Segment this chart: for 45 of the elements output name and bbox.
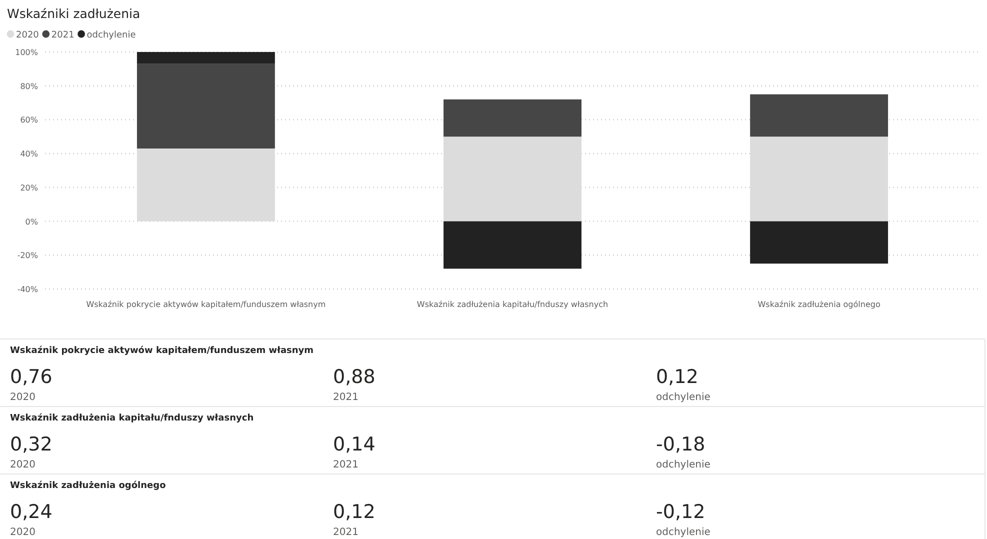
bar — [750, 136, 888, 222]
text: 0,76 — [10, 366, 52, 388]
bar — [444, 99, 582, 137]
chart-title: Wskaźniki zadłużenia — [7, 6, 140, 21]
bar — [750, 221, 888, 264]
y-tick-label: 0% — [25, 217, 38, 226]
bar — [136, 148, 275, 222]
y-tick-label: 60% — [20, 116, 38, 125]
text: 0,12 — [656, 366, 698, 388]
text: 2021 — [333, 527, 358, 538]
bar — [444, 221, 582, 269]
text: 0,12 — [333, 501, 376, 523]
text: Wskaźnik zadłużenia kapitału/fnduszy własnych — [10, 412, 254, 424]
text: 2020 — [10, 392, 36, 403]
bar — [750, 94, 888, 137]
x-tick-label: Wskaźnik zadłużenia kapitału/fnduszy własnych — [416, 300, 608, 309]
text: 0,24 — [10, 501, 52, 523]
text: 0,88 — [333, 366, 376, 388]
y-tick-label: 40% — [20, 150, 38, 159]
y-tick-label: 100% — [15, 48, 38, 57]
text: -0,12 — [656, 501, 706, 523]
y-tick-label: -20% — [17, 251, 38, 260]
text: odchylenie — [656, 527, 710, 538]
x-tick-label: Wskaźnik zadłużenia ogólnego — [758, 300, 880, 309]
bar — [444, 136, 582, 222]
legend-label: 2020 — [16, 30, 40, 40]
text: odchylenie — [656, 392, 710, 403]
text: -0,18 — [656, 434, 706, 456]
text: 2021 — [333, 392, 358, 403]
text: 2020 — [10, 460, 36, 470]
text: 2020 — [10, 527, 36, 538]
legend-label: 2021 — [51, 30, 74, 40]
legend-label: odchylenie — [86, 30, 136, 40]
y-tick-label: 20% — [20, 183, 38, 192]
text: odchylenie — [656, 460, 710, 470]
x-tick-label: Wskaźnik pokrycie aktywów kapitałem/funduszem własnym — [86, 300, 326, 309]
bar — [136, 52, 275, 64]
y-tick-label: -40% — [17, 285, 38, 294]
text: 2021 — [333, 460, 358, 470]
text: 0,32 — [10, 434, 52, 456]
text: Wskaźnik zadłużenia ogólnego — [10, 480, 166, 491]
y-tick-label: 80% — [20, 82, 38, 91]
text: 0,14 — [333, 434, 376, 456]
text: Wskaźnik pokrycie aktywów kapitałem/funduszem własnym — [10, 345, 314, 356]
bar — [136, 64, 275, 148]
